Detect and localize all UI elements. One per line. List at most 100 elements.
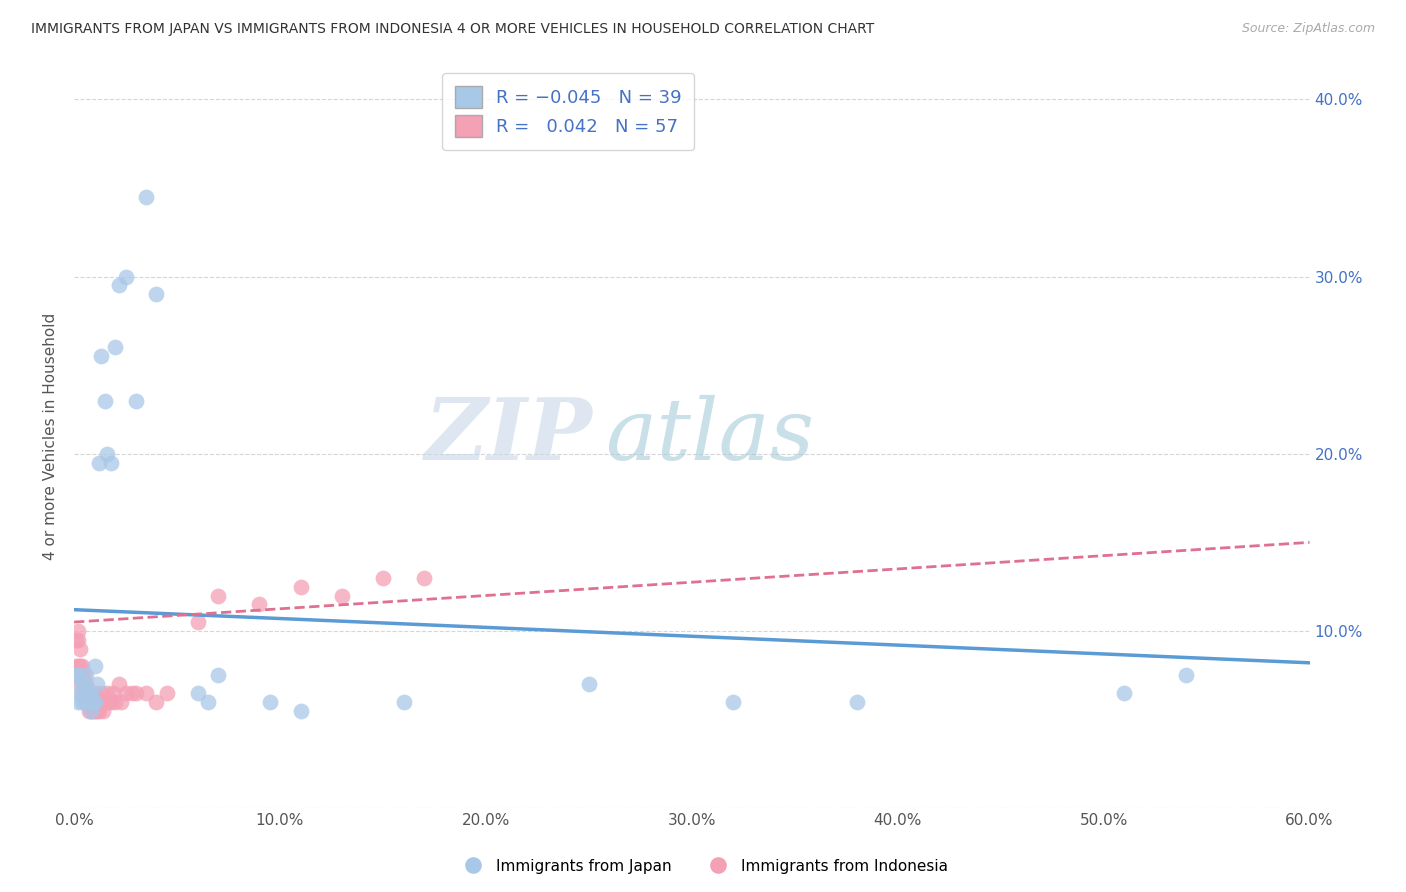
Point xyxy=(187,615,209,629)
Point xyxy=(87,456,110,470)
Point xyxy=(67,695,90,709)
Point xyxy=(156,686,179,700)
Point xyxy=(371,571,394,585)
Point xyxy=(121,686,143,700)
Point xyxy=(65,668,87,682)
Point xyxy=(77,704,100,718)
Point xyxy=(69,686,91,700)
Point xyxy=(104,341,127,355)
Point xyxy=(108,278,131,293)
Point xyxy=(83,659,105,673)
Text: atlas: atlas xyxy=(606,395,814,477)
Point xyxy=(247,598,270,612)
Point xyxy=(75,677,97,691)
Point xyxy=(72,677,94,691)
Point xyxy=(135,190,157,204)
Point xyxy=(69,641,91,656)
Point xyxy=(65,659,87,673)
Point xyxy=(125,686,148,700)
Point xyxy=(72,686,94,700)
Point xyxy=(65,632,87,647)
Point xyxy=(79,704,101,718)
Point xyxy=(125,393,148,408)
Point xyxy=(845,695,868,709)
Point xyxy=(67,632,90,647)
Point xyxy=(100,456,122,470)
Point xyxy=(413,571,436,585)
Point xyxy=(67,659,90,673)
Point xyxy=(87,704,110,718)
Point xyxy=(100,695,122,709)
Point xyxy=(87,695,110,709)
Legend: R = −0.045   N = 39, R =   0.042   N = 57: R = −0.045 N = 39, R = 0.042 N = 57 xyxy=(441,73,695,150)
Point xyxy=(77,695,100,709)
Point xyxy=(98,695,121,709)
Point xyxy=(110,695,132,709)
Text: Source: ZipAtlas.com: Source: ZipAtlas.com xyxy=(1241,22,1375,36)
Point xyxy=(83,704,105,718)
Point xyxy=(104,695,127,709)
Point xyxy=(69,659,91,673)
Point xyxy=(187,686,209,700)
Point xyxy=(103,686,125,700)
Point xyxy=(73,668,96,682)
Point xyxy=(114,686,136,700)
Point xyxy=(75,668,97,682)
Point xyxy=(73,686,96,700)
Point xyxy=(721,695,744,709)
Point xyxy=(91,704,114,718)
Point xyxy=(83,686,105,700)
Point xyxy=(330,589,353,603)
Point xyxy=(72,659,94,673)
Point xyxy=(259,695,281,709)
Point xyxy=(207,589,229,603)
Point xyxy=(79,695,101,709)
Point xyxy=(90,695,112,709)
Point xyxy=(94,393,117,408)
Point xyxy=(145,287,167,301)
Point xyxy=(82,695,104,709)
Point xyxy=(83,695,105,709)
Point xyxy=(86,704,108,718)
Point xyxy=(96,447,118,461)
Point xyxy=(75,695,97,709)
Point xyxy=(73,677,96,691)
Point xyxy=(82,704,104,718)
Point xyxy=(82,695,104,709)
Point xyxy=(72,668,94,682)
Point xyxy=(75,686,97,700)
Point xyxy=(83,695,105,709)
Point xyxy=(135,686,157,700)
Point xyxy=(67,624,90,638)
Point xyxy=(77,686,100,700)
Point xyxy=(90,686,112,700)
Point xyxy=(96,686,118,700)
Point xyxy=(90,349,112,363)
Point xyxy=(86,677,108,691)
Point xyxy=(145,695,167,709)
Point xyxy=(79,704,101,718)
Point xyxy=(82,695,104,709)
Point xyxy=(290,580,312,594)
Point xyxy=(73,677,96,691)
Point xyxy=(73,686,96,700)
Point xyxy=(1175,668,1198,682)
Text: IMMIGRANTS FROM JAPAN VS IMMIGRANTS FROM INDONESIA 4 OR MORE VEHICLES IN HOUSEHO: IMMIGRANTS FROM JAPAN VS IMMIGRANTS FROM… xyxy=(31,22,875,37)
Point xyxy=(86,695,108,709)
Point xyxy=(290,704,312,718)
Point xyxy=(114,269,136,284)
Point xyxy=(1114,686,1136,700)
Point xyxy=(79,686,101,700)
Point xyxy=(77,686,100,700)
Legend: Immigrants from Japan, Immigrants from Indonesia: Immigrants from Japan, Immigrants from I… xyxy=(453,853,953,880)
Point xyxy=(67,668,90,682)
Point xyxy=(207,668,229,682)
Point xyxy=(197,695,219,709)
Point xyxy=(94,695,117,709)
Point xyxy=(79,686,101,700)
Point xyxy=(108,677,131,691)
Point xyxy=(72,695,94,709)
Y-axis label: 4 or more Vehicles in Household: 4 or more Vehicles in Household xyxy=(44,312,58,559)
Text: ZIP: ZIP xyxy=(425,394,593,478)
Point xyxy=(69,677,91,691)
